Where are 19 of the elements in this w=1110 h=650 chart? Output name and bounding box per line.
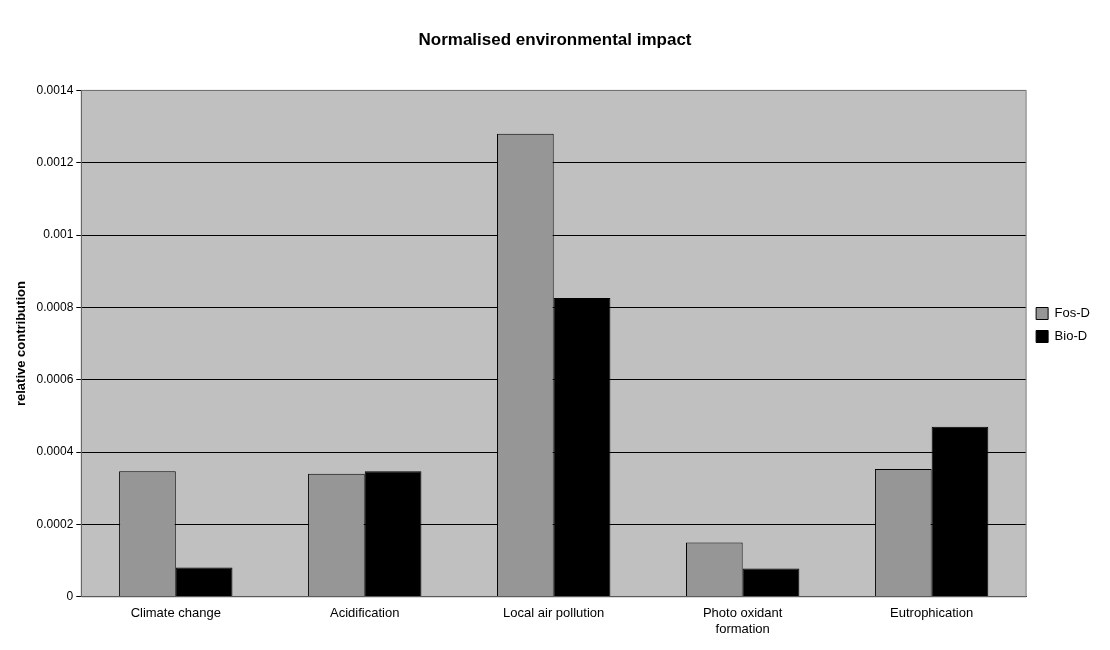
- legend-label: Fos-D: [1054, 305, 1090, 321]
- y-axis-title: relative contribution: [13, 281, 29, 407]
- y-tick-label: 0: [66, 589, 74, 604]
- legend-label: Bio-D: [1054, 328, 1088, 344]
- y-tick-label: 0.0012: [36, 155, 74, 170]
- x-tick-label: Photo oxidant formation: [702, 605, 783, 636]
- bar: [742, 568, 800, 597]
- x-tick-label: Climate change: [130, 605, 221, 621]
- x-tick-label: Eutrophication: [890, 605, 974, 621]
- y-tick-label: 0.0006: [36, 372, 74, 387]
- y-tick-label: 0.0014: [36, 82, 74, 97]
- y-tick-label: 0.0002: [36, 516, 74, 531]
- y-tick-label: 0.0004: [36, 444, 74, 459]
- bar: [175, 567, 233, 597]
- chart-title: Normalised environmental impact: [418, 29, 692, 49]
- x-tick-label: Acidification: [330, 605, 400, 621]
- x-tick-label: Local air pollution: [503, 605, 605, 621]
- y-tick-label: 0.001: [43, 227, 74, 242]
- y-tick-label: 0.0008: [36, 299, 74, 314]
